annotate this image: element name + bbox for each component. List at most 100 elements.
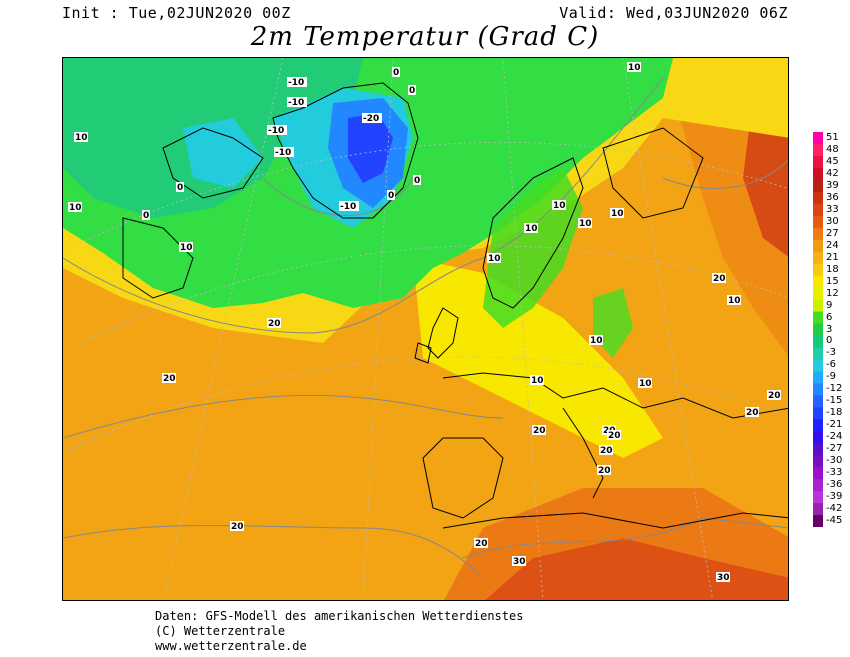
- field-south-hot: [485, 538, 788, 600]
- isotherms: [63, 77, 788, 579]
- legend-swatch: [813, 395, 823, 408]
- color-legend: 51 48 45 42 39 36 33 30 27 24 21 18 15 12 9 6 3 0 -3 -6 -9 -1…: [812, 132, 848, 527]
- isotherm-label-box: [176, 182, 184, 192]
- isotherm-label: 30: [717, 573, 730, 583]
- legend-tick-label: 27: [826, 227, 839, 239]
- legend-tick-label: -27: [826, 443, 843, 455]
- legend-swatch: [813, 132, 823, 145]
- legend-tick-label: -6: [826, 359, 836, 371]
- footer-copyright: (C) Wetterzentrale: [155, 624, 286, 638]
- legend-swatch: [813, 215, 823, 229]
- footer: Daten: GFS-Modell des amerikanischen Wet…: [155, 609, 523, 654]
- legend-swatch: [813, 311, 823, 325]
- legend-tick-label: 51: [826, 132, 839, 143]
- isotherm-label-box: [287, 77, 307, 87]
- legend-tick-label: 30: [826, 215, 839, 227]
- isotherm-label-box: [716, 572, 730, 582]
- isotherm-label-box: [599, 445, 613, 455]
- legend-swatch: [813, 419, 823, 432]
- isotherm-label-box: [287, 97, 307, 107]
- isotherm-label-box: [607, 430, 621, 440]
- legend-swatch: [813, 515, 823, 527]
- legend-colorbar: [813, 132, 823, 527]
- isotherm-label: 0: [409, 86, 415, 96]
- isotherm-label-box: [512, 556, 526, 566]
- legend-tick-label: 36: [826, 191, 839, 203]
- isotherm-label-box: [552, 200, 566, 210]
- legend-swatch: [813, 491, 823, 504]
- legend-swatch: [813, 227, 823, 241]
- isotherm-label-box: [413, 175, 421, 185]
- isotherm-label: 20: [475, 539, 488, 549]
- legend-tick-label: 45: [826, 155, 839, 167]
- legend-tick-label: -15: [826, 395, 843, 407]
- isotherm-label-box: [230, 521, 244, 531]
- legend-tick-label: -24: [826, 431, 843, 443]
- isotherm-label-box: [474, 538, 488, 548]
- legend-swatch: [813, 323, 823, 336]
- legend-swatch: [813, 299, 823, 313]
- isotherm-label: 0: [388, 191, 394, 201]
- isotherm-label-box: [589, 335, 603, 345]
- legend-tick-label: 0: [826, 335, 833, 347]
- legend-swatch: [813, 467, 823, 480]
- isotherm-label-box: [578, 218, 592, 228]
- legend-swatch: [813, 203, 823, 217]
- legend-swatch: [813, 443, 823, 456]
- legend-tick-label: -9: [826, 371, 836, 383]
- isotherm-label: 10: [525, 224, 538, 234]
- legend-tick-label: -21: [826, 419, 843, 431]
- legend-swatch: [813, 275, 823, 289]
- isotherm-label-box: [392, 67, 400, 77]
- isotherm-label-box: [408, 85, 416, 95]
- legend-swatch: [813, 347, 823, 360]
- legend-tick-label: -33: [826, 467, 843, 479]
- legend-swatch: [813, 251, 823, 265]
- isotherm-label-box: [68, 202, 82, 212]
- isotherm-label: 20: [268, 319, 281, 329]
- legend-swatch: [813, 155, 823, 169]
- isotherm-label: 10: [611, 209, 624, 219]
- legend-swatch: [813, 503, 823, 516]
- isotherm-label: 10: [69, 203, 82, 213]
- isotherm-label-box: [162, 373, 176, 383]
- isotherm-label-box: [727, 295, 741, 305]
- legend-tick-label: -42: [826, 503, 843, 515]
- legend-swatch: [813, 431, 823, 444]
- isotherm-label: -10: [268, 126, 284, 136]
- isotherm-label-box: [745, 407, 759, 417]
- isotherm-label-box: [524, 223, 538, 233]
- legend-tick-label: 15: [826, 275, 839, 287]
- isotherm-label-box: [532, 425, 546, 435]
- footer-website[interactable]: www.wetterzentrale.de: [155, 639, 307, 653]
- isotherm-label: 10: [728, 296, 741, 306]
- legend-tick-label: -3: [826, 347, 836, 359]
- isotherm-label: -10: [340, 202, 356, 212]
- isotherm-label: 20: [713, 274, 726, 284]
- isotherm-label-box: [610, 208, 624, 218]
- isotherm-label: 10: [180, 243, 193, 253]
- isotherm-label: 10: [590, 336, 603, 346]
- legend-swatch: [813, 167, 823, 181]
- isotherm-label-box: [712, 273, 726, 283]
- isotherm-label: 10: [488, 254, 501, 264]
- legend-swatch: [813, 383, 823, 396]
- legend-tick-label: 24: [826, 239, 839, 251]
- field-band-yellow2: [413, 258, 663, 458]
- isotherm-label: 30: [513, 557, 526, 567]
- legend-tick-label: -30: [826, 455, 843, 467]
- init-time: Init : Tue,02JUN2020 00Z: [62, 4, 291, 22]
- isotherm-label: 20: [163, 374, 176, 384]
- isotherm-label-box: [530, 375, 544, 385]
- legend-swatch: [813, 239, 823, 253]
- isotherm-label: -20: [363, 114, 379, 124]
- legend-swatch: [813, 191, 823, 205]
- isotherm-label: 10: [628, 63, 641, 73]
- isotherm-label: 20: [746, 408, 759, 418]
- isotherm-label: 0: [414, 176, 420, 186]
- isotherm-label: 10: [579, 219, 592, 229]
- isotherm-label: 10: [639, 379, 652, 389]
- isotherm-label-box: [638, 378, 652, 388]
- isotherm-label-box: [274, 147, 294, 157]
- isotherm-label: 20: [598, 466, 611, 476]
